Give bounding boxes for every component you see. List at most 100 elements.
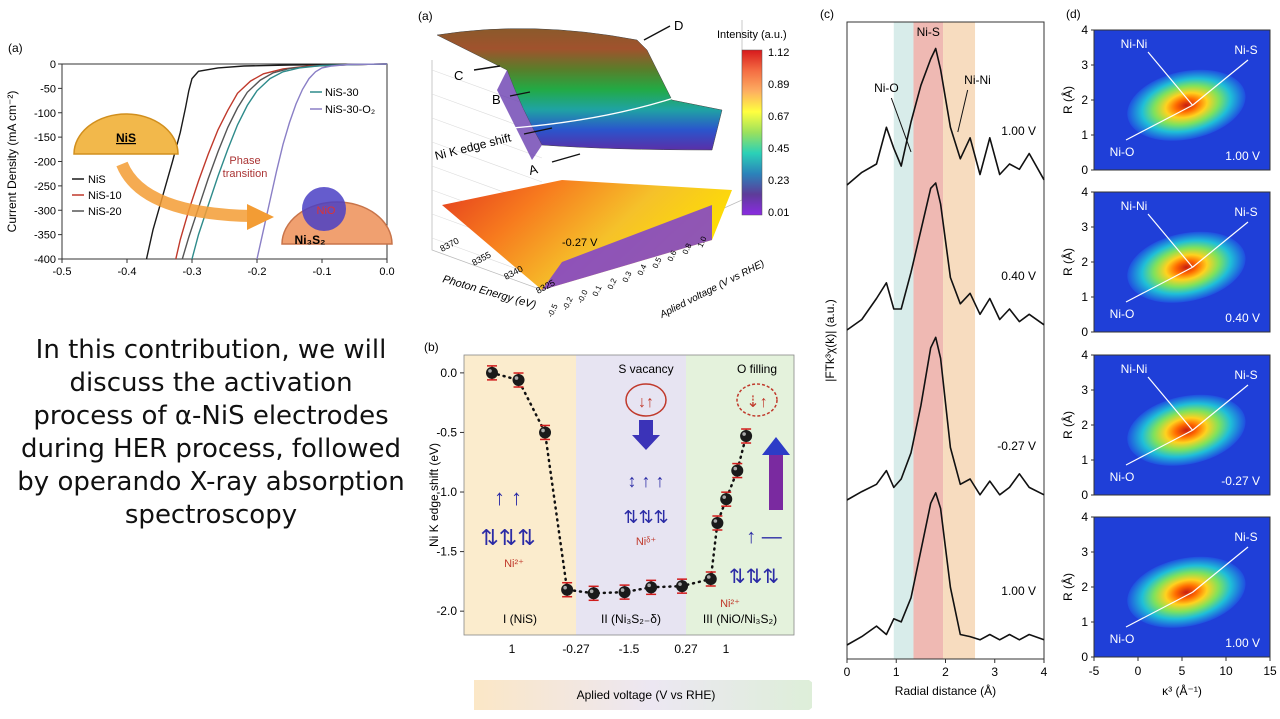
- data-point-highlight: [514, 376, 519, 380]
- surface-panel: (a) D C B Ni K edge shift A -0.27 V Intensity (…: [412, 0, 812, 330]
- panel-label: (b): [424, 340, 439, 354]
- voltage-tick-label: 0.8: [681, 241, 694, 255]
- x-axis-label: κ³ (Å⁻¹): [1162, 683, 1202, 698]
- ft-exafs-panel: (c) 1.00 V 0.40 V -0.27 V 1.00 V 0 1 2 3 4 Radial …: [812, 0, 1057, 719]
- data-point: [561, 583, 574, 596]
- y-tick-label: 3: [1081, 58, 1088, 72]
- orbital-mid-upper: ↕ ↑ ↑: [627, 471, 664, 491]
- bond-arrow: [1147, 51, 1194, 106]
- o-filling-circle: [736, 383, 778, 417]
- bond-band: [893, 22, 914, 659]
- map-hotspot: [1127, 394, 1246, 466]
- x-tick-label: -0.4: [118, 266, 137, 278]
- map-hotspot: [1127, 556, 1246, 628]
- bond-arrow: [1192, 221, 1249, 268]
- y-tick-label: -200: [34, 157, 56, 169]
- x-tick-label: -0.1: [313, 266, 332, 278]
- panel-label: (d): [1066, 7, 1081, 21]
- bond-arrow: [1147, 213, 1194, 268]
- x-tick-label: -0.2: [248, 266, 267, 278]
- y-tick-label: 2: [1081, 93, 1088, 107]
- bond-arrow: [1125, 266, 1193, 303]
- annotation-B: B: [492, 92, 501, 107]
- annotation-A: A: [527, 161, 539, 178]
- y-tick-label: -400: [34, 254, 56, 266]
- inset-arrow-label-2: transition: [223, 168, 268, 180]
- y-axis-label: Current Density (mA cm⁻²): [5, 91, 19, 233]
- region-label: III (NiO/Ni₃S₂): [703, 612, 777, 626]
- orbital-mid-lower: ⇅⇅⇅: [623, 507, 668, 527]
- y-axis-label: R (Å): [1060, 573, 1075, 601]
- x-tick-label: -1.5: [619, 642, 640, 656]
- orbital-lower: ⇅⇅⇅: [480, 525, 535, 550]
- floor-projection: [442, 180, 732, 290]
- voltage-tick-label: 0.1: [591, 283, 604, 297]
- y-tick-label: -2.0: [436, 604, 457, 618]
- data-point-highlight: [488, 369, 492, 373]
- x-tick-label: 10: [1219, 664, 1233, 678]
- data-point-highlight: [563, 585, 567, 590]
- x-tick-label: 0.27: [674, 642, 698, 656]
- y-tick-label: 1: [1081, 453, 1088, 467]
- y-tick-label: -50: [40, 83, 56, 95]
- x-tick-label: 1: [509, 642, 516, 656]
- y-axis-label: Ni K edge shift (eV): [427, 443, 441, 547]
- ft-exafs-chart: (c) 1.00 V 0.40 V -0.27 V 1.00 V 0 1 2 3 4 Radial …: [820, 7, 1048, 698]
- y-tick-label: 0: [1081, 325, 1088, 339]
- bond-label: Ni-Ni: [1121, 362, 1148, 376]
- map-voltage-label: 0.40 V: [1225, 311, 1260, 325]
- y-tick-label: 4: [1081, 348, 1088, 362]
- annotation-arrow: [523, 127, 553, 135]
- y-tick-label: 1: [1081, 128, 1088, 142]
- bond-arrow: [1192, 384, 1249, 431]
- annotation-D: D: [674, 18, 683, 33]
- legend-label: NiS-30-O₂: [325, 104, 375, 116]
- nis-dome: [73, 113, 179, 155]
- grid-line: [431, 141, 543, 183]
- legend-label: NiS-10: [88, 190, 122, 202]
- series-line: [145, 63, 388, 260]
- lsv-panel: (a) -0.5 -0.4 -0.3 -0.2 -0.1 0.0 0 -50 -100 -150 -2…: [0, 30, 410, 294]
- bond-label: Ni-S: [1234, 205, 1257, 219]
- y-tick-label: 0: [50, 59, 56, 71]
- bond-arrow: [1125, 429, 1193, 466]
- voltage-arrow: [474, 680, 829, 710]
- colorbar-tick-label: 0.23: [768, 175, 789, 187]
- series-line: [191, 63, 388, 260]
- y-axis-label: R (Å): [1060, 248, 1075, 276]
- annotation-voltage: -0.27 V: [562, 237, 598, 249]
- annotation-o-filling: O filling: [737, 362, 777, 376]
- x-tick-label: -0.3: [183, 266, 202, 278]
- panel-label: (c): [820, 7, 834, 21]
- y-tick-label: 3: [1081, 383, 1088, 397]
- x-tick-label: 3: [991, 665, 998, 679]
- colorbar-tick-label: 0.89: [768, 79, 789, 91]
- data-point-highlight: [733, 466, 738, 471]
- voltage-tick-label: 0.6: [666, 248, 679, 262]
- series-line: [256, 63, 388, 260]
- annotation-C: C: [454, 68, 463, 83]
- floor-low-region: [542, 205, 712, 290]
- orbital-upper: ↑ ↑: [494, 485, 522, 510]
- s-vacancy-arrows: ↓↑: [638, 394, 654, 411]
- region-label: II (Ni₃S₂₋δ): [601, 612, 661, 626]
- x-tick-label: -5: [1089, 664, 1100, 678]
- voltage-label: 1.00 V: [1001, 124, 1036, 138]
- x-tick-label: 5: [1179, 664, 1186, 678]
- data-point: [676, 580, 689, 593]
- inset-overlay-label: NiO: [317, 205, 336, 217]
- data-point: [539, 426, 552, 439]
- colorbar-title: Intensity (a.u.): [717, 29, 787, 41]
- bond-band: [913, 22, 944, 659]
- x-tick-label: -0.27: [562, 642, 590, 656]
- surface-chart: (a) D C B Ni K edge shift A -0.27 V Intensity (…: [418, 9, 789, 321]
- bond-label: Ni-S: [917, 25, 940, 39]
- x-tick-label: 1: [893, 665, 900, 679]
- y-tick-label: 1: [1081, 290, 1088, 304]
- transition-arrow-head: [247, 204, 274, 230]
- photon-tick-label: 8340: [502, 264, 524, 282]
- x-axis-label: Aplied voltage (V vs RHE): [577, 688, 716, 702]
- panel-label: (a): [8, 41, 23, 55]
- spectrum-line: [846, 492, 1045, 646]
- label-ni2-left: Ni²⁺: [504, 558, 524, 570]
